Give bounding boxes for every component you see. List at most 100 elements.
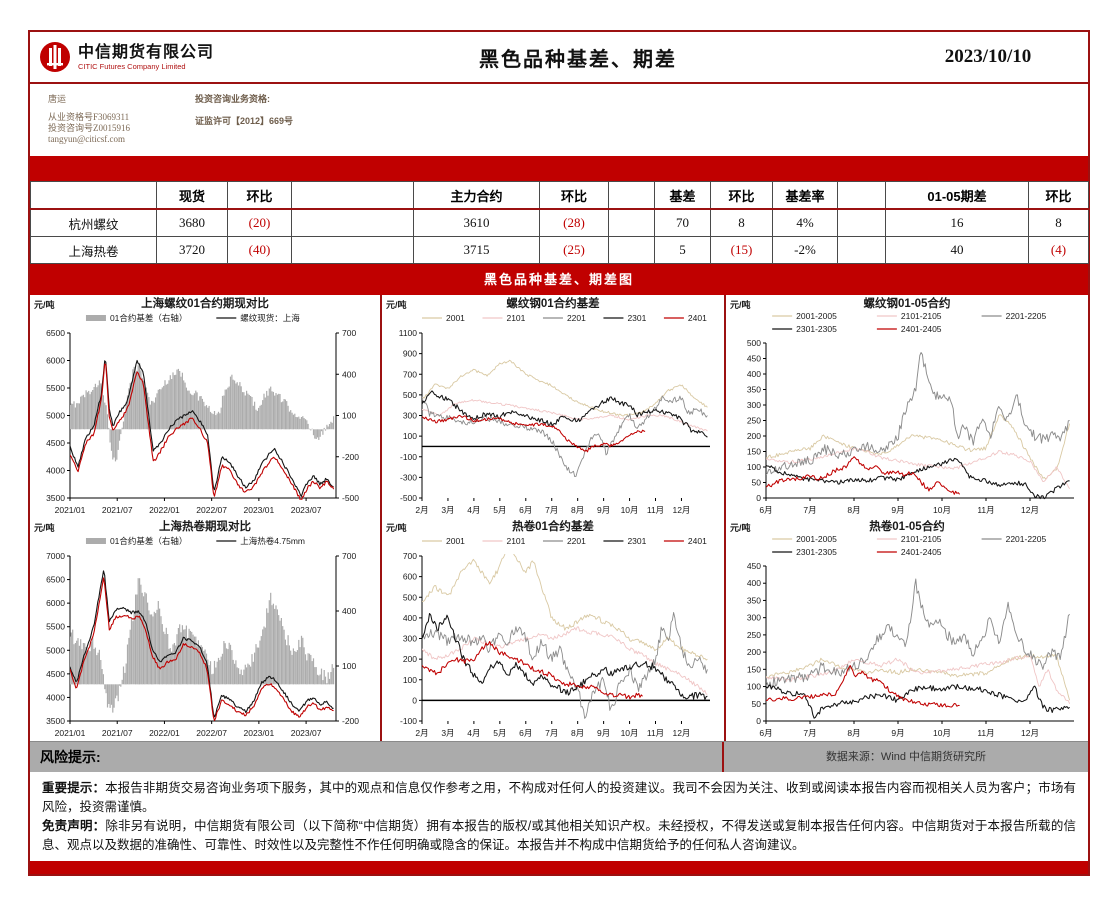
bar (179, 371, 181, 430)
bar (248, 394, 250, 430)
x-tick-label: 11月 (977, 728, 994, 738)
bar (192, 634, 194, 685)
bar (221, 653, 224, 685)
bar (118, 684, 121, 686)
y-tick-label: 250 (747, 416, 761, 426)
series-2001-2005 (766, 653, 1071, 701)
x-tick-label: 5月 (493, 728, 506, 738)
bar (225, 389, 228, 430)
bar (263, 626, 265, 685)
disclaimer-important-text: 本报告非期货交易咨询业务项下服务，其中的观点和信息仅作参考之用，不构成对任何人的… (42, 781, 1076, 814)
bar (300, 635, 303, 685)
bar (89, 651, 91, 685)
bar (231, 650, 233, 685)
bar (181, 372, 183, 430)
bar (327, 672, 329, 685)
y-tick-label: 450 (747, 561, 761, 571)
legend-label: 2101-2105 (901, 311, 942, 321)
qualification-value: 证监许可【2012】669号 (195, 116, 294, 126)
bar (299, 647, 301, 685)
series-2401 (422, 414, 646, 453)
chart-series (70, 359, 335, 500)
y-tick-label: 700 (403, 551, 417, 561)
bar (137, 578, 139, 685)
y2-tick-label: -200 (342, 452, 359, 462)
bar (73, 401, 75, 430)
bar (78, 403, 80, 430)
bar (323, 670, 325, 685)
bar (251, 654, 253, 685)
table-header-cell: 环比 (1028, 181, 1089, 210)
y-tick-label: 4000 (46, 692, 65, 702)
y-tick-label: 300 (747, 400, 761, 410)
y-tick-label: 150 (747, 447, 761, 457)
chart-unit-label: 元/吨 (386, 299, 407, 310)
bar (238, 668, 240, 685)
bar (304, 654, 307, 685)
table-header-cell: 环比 (539, 181, 609, 210)
table-header-cell: 基差率 (772, 181, 838, 210)
bar (250, 396, 252, 430)
bar (85, 390, 87, 430)
y-tick-label: 6000 (46, 598, 65, 608)
bar (252, 405, 254, 430)
bar (232, 659, 234, 685)
bar (328, 678, 331, 685)
bar (101, 669, 103, 685)
bar (231, 374, 233, 430)
bar (229, 644, 232, 685)
y-tick-label: 100 (747, 682, 761, 692)
y-tick-label: 250 (747, 630, 761, 640)
table-cell: -2% (772, 236, 838, 264)
table-cell (608, 236, 655, 264)
table-cell: 40 (885, 236, 1029, 264)
y-tick-label: 300 (403, 411, 417, 421)
bar (195, 636, 197, 685)
y-tick-label: -300 (400, 472, 417, 482)
bar (136, 594, 138, 685)
bar (316, 674, 319, 685)
table-cell: 4% (772, 208, 838, 237)
bar (242, 392, 244, 430)
bar (238, 385, 240, 430)
bar (258, 407, 260, 430)
analyst-info: 唐运 从业资格号F3069311 投资咨询号Z0015916 tangyun@c… (30, 84, 1088, 156)
y-tick-label: 500 (403, 592, 417, 602)
legend-label: 2101 (506, 313, 525, 323)
bar (221, 395, 224, 430)
bar (272, 391, 274, 430)
bar (326, 683, 328, 685)
bar (303, 647, 305, 685)
chart-title: 螺纹钢01-05合约 (864, 296, 951, 310)
bar (130, 381, 133, 430)
bar (322, 680, 324, 685)
bar (271, 391, 273, 430)
bar (243, 392, 245, 430)
x-tick-label: 12月 (1021, 505, 1039, 515)
table-cell: (4) (1028, 236, 1089, 264)
bar (125, 401, 127, 430)
bar (264, 627, 266, 685)
bar (109, 429, 111, 443)
bar (228, 386, 230, 430)
bar (114, 684, 117, 699)
bar (144, 388, 146, 430)
bar (276, 609, 278, 685)
bar (84, 397, 86, 430)
bar (284, 639, 286, 685)
bar (149, 404, 151, 430)
bar (199, 396, 201, 430)
table-cell: 上海热卷 (30, 236, 157, 264)
table-cell: 3720 (156, 236, 228, 264)
bar (278, 615, 280, 685)
bar (117, 429, 119, 450)
bar (201, 398, 203, 430)
bar (122, 421, 125, 430)
bar (292, 414, 294, 430)
bar (114, 429, 117, 462)
bar (279, 394, 281, 430)
table-cell: (40) (227, 236, 292, 264)
table-header-cell (837, 181, 886, 210)
x-tick-label: 2022/07 (196, 728, 227, 738)
y-tick-label: 0 (756, 716, 761, 726)
